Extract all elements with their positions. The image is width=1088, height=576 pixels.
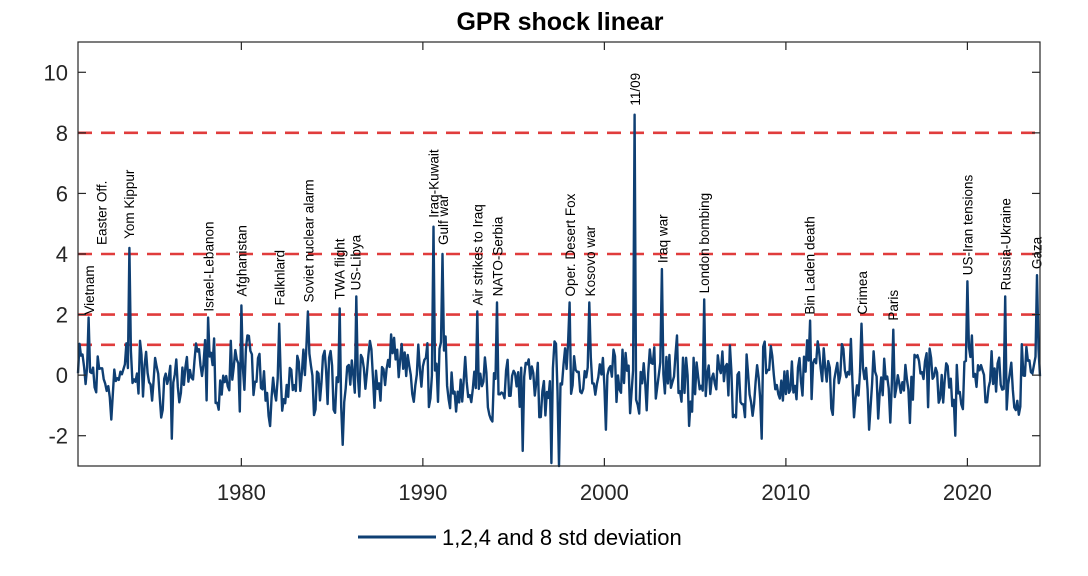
y-axis: -2 0 2 4 6 8 10 xyxy=(44,60,1040,449)
event-label: Russia-Ukraine xyxy=(999,198,1014,290)
event-label: London bombing xyxy=(697,193,712,294)
event-label: Crimea xyxy=(855,271,870,315)
event-label: Kosovo war xyxy=(583,225,598,296)
event-label: US-Iran tensions xyxy=(960,174,975,275)
y-tick-label: -2 xyxy=(48,424,68,449)
x-tick-label: 2010 xyxy=(761,480,810,505)
event-label: Gulf war xyxy=(436,194,451,245)
event-label: 11/09 xyxy=(628,73,643,106)
event-label: Bin Laden death xyxy=(802,216,817,314)
x-tick-label: 2020 xyxy=(943,480,992,505)
event-label: Paris xyxy=(886,290,901,321)
x-tick-label: 1980 xyxy=(217,480,266,505)
event-label: Iraq-Kuwait xyxy=(427,149,442,218)
legend: 1,2,4 and 8 std deviation xyxy=(358,525,682,550)
x-tick-label: 1990 xyxy=(398,480,447,505)
event-label: NATO-Serbia xyxy=(490,216,505,296)
event-label: Afghanistan xyxy=(234,225,249,296)
chart-title: GPR shock linear xyxy=(456,8,663,36)
event-label: Falknlard xyxy=(272,250,287,306)
event-label: Yom Kippur xyxy=(122,169,137,239)
y-tick-label: 2 xyxy=(56,303,68,328)
legend-label: 1,2,4 and 8 std deviation xyxy=(442,525,682,550)
event-label: Air strikes to Iraq xyxy=(470,204,485,305)
event-label: Iraq war xyxy=(655,214,670,263)
y-tick-label: 8 xyxy=(56,121,68,146)
event-label: TWA flight xyxy=(332,238,347,299)
event-label: Gaza xyxy=(1029,236,1044,269)
event-label: Easter Off. xyxy=(95,181,110,245)
event-label: Vietnam xyxy=(82,265,97,314)
y-tick-label: 6 xyxy=(56,181,68,206)
x-axis: 1980 1990 2000 2010 2020 xyxy=(217,42,992,505)
y-tick-label: 10 xyxy=(44,60,68,85)
event-label: Soviet nuclear alarm xyxy=(302,179,317,302)
x-tick-label: 2000 xyxy=(580,480,629,505)
event-label: US-Libya xyxy=(349,234,364,290)
event-annotations: Vietnam Easter Off. Yom Kippur Israel-Leban… xyxy=(82,73,1044,321)
event-label: Israel-Lebanon xyxy=(202,221,217,311)
y-tick-label: 0 xyxy=(56,363,68,388)
event-label: Oper. Desert Fox xyxy=(563,193,578,296)
y-tick-label: 4 xyxy=(56,242,68,267)
